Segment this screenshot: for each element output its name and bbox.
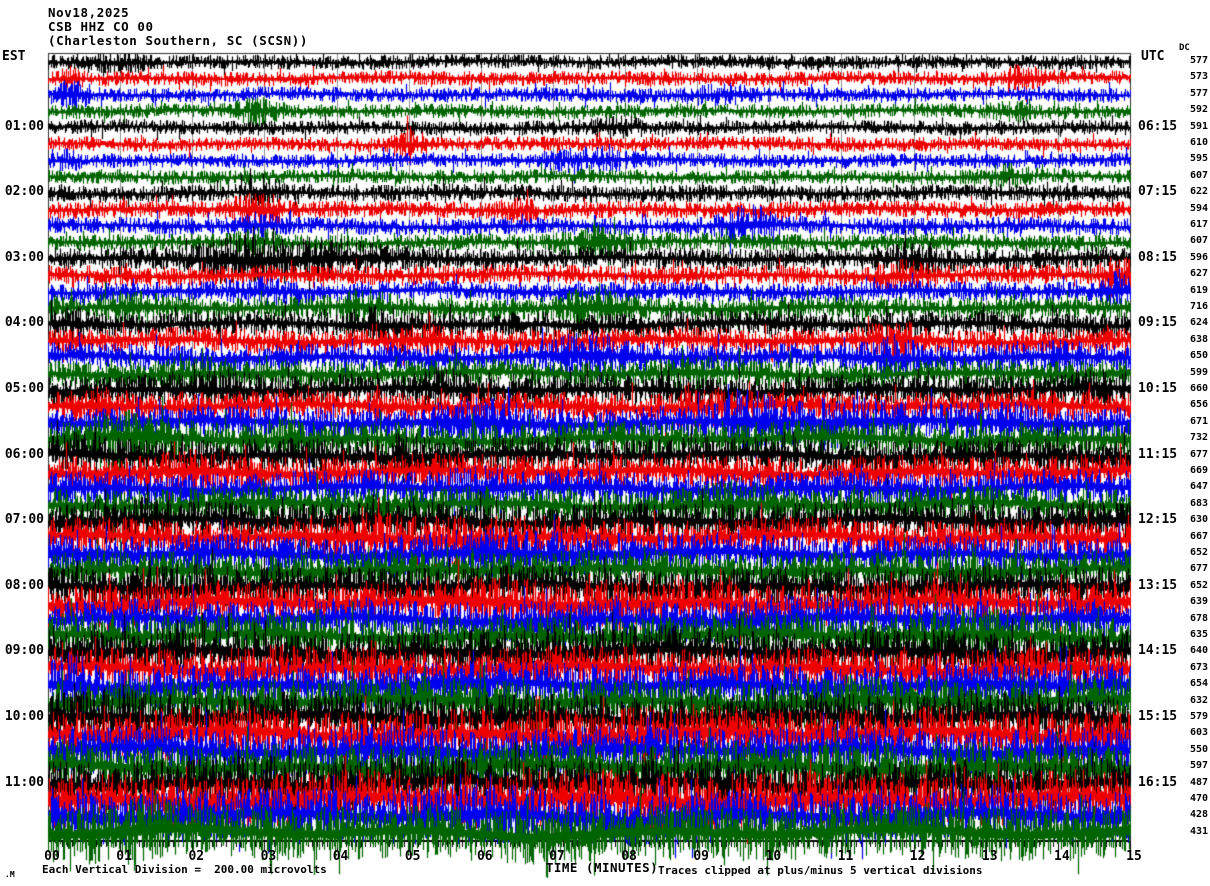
dc-value: 669 [1189, 465, 1208, 476]
dc-value: 603 [1189, 727, 1208, 739]
utc-header: UTC [1141, 49, 1165, 64]
dc-value: 607 [1189, 235, 1208, 247]
minute-tick-label: 10 [765, 849, 782, 864]
utc-hour-label: 13:15 [1138, 577, 1178, 593]
utc-hour-label: 12:15 [1138, 512, 1178, 528]
dc-value: 591 [1189, 120, 1208, 132]
dc-value: 617 [1189, 219, 1208, 230]
clip-note: Traces clipped at plus/minus 5 vertical … [658, 864, 983, 877]
dc-value: 592 [1189, 104, 1208, 116]
dc-value: 428 [1189, 809, 1208, 821]
minute-tick-label: 14 [1054, 849, 1070, 864]
dc-value: 431 [1189, 825, 1208, 837]
minute-tick-label: 12 [909, 849, 926, 864]
est-hour-label: 07:00 [4, 512, 44, 528]
dc-value: 487 [1189, 776, 1208, 788]
est-hour-label: 09:00 [4, 643, 44, 659]
minute-tick-label: 08 [621, 849, 637, 864]
minute-tick-label: 11 [837, 849, 854, 864]
dc-value: 677 [1189, 448, 1208, 460]
utc-hour-label: 08:15 [1138, 249, 1178, 265]
minute-tick-label: 02 [188, 849, 205, 864]
dc-value: 654 [1189, 678, 1208, 690]
station-label: CSB HHZ CO 00 [48, 19, 154, 34]
utc-hour-label: 11:15 [1138, 446, 1178, 462]
dc-value: 650 [1189, 350, 1208, 362]
dc-value: 599 [1189, 366, 1208, 378]
location-label: (Charleston Southern, SC (SCSN)) [48, 33, 309, 48]
utc-hour-label: 14:15 [1138, 643, 1178, 659]
dc-value: 652 [1189, 547, 1208, 558]
dc-value: 624 [1189, 317, 1208, 329]
dc-value: 577 [1189, 55, 1208, 66]
minute-tick-label: 04 [332, 849, 349, 864]
dc-value: 596 [1189, 251, 1208, 263]
dc-header: DC [1179, 43, 1190, 53]
dc-value: 683 [1189, 497, 1208, 509]
dc-value: 652 [1189, 579, 1208, 591]
dc-value: 594 [1189, 202, 1208, 214]
dc-value: 597 [1189, 760, 1208, 772]
dc-value: 673 [1189, 661, 1208, 673]
dc-value: 667 [1189, 530, 1208, 542]
utc-hour-label: 16:15 [1138, 774, 1178, 790]
dc-value: 610 [1189, 137, 1208, 148]
dc-value: 678 [1189, 612, 1208, 624]
minute-tick-label: 09 [693, 849, 710, 864]
dc-value: 577 [1189, 87, 1208, 99]
utc-hour-label: 07:15 [1138, 184, 1178, 200]
dc-value: 635 [1189, 629, 1208, 640]
utc-hour-label: 06:15 [1138, 118, 1178, 134]
est-hour-label: 02:00 [4, 184, 44, 200]
dc-value: 607 [1189, 169, 1208, 181]
dc-value: 579 [1189, 711, 1208, 722]
dc-value: 630 [1189, 514, 1208, 526]
dc-value: 677 [1189, 563, 1208, 575]
dc-value: 639 [1189, 596, 1208, 608]
est-header: EST [2, 49, 26, 64]
est-hour-label: 06:00 [4, 446, 44, 462]
x-axis-title: TIME (MINUTES) [545, 860, 659, 875]
dc-value: 595 [1189, 153, 1208, 165]
dc-value: 660 [1189, 383, 1208, 394]
dc-value: 638 [1189, 333, 1208, 345]
dc-value: 716 [1189, 301, 1208, 312]
minute-tick-label: 07 [549, 849, 565, 864]
dc-value: 550 [1189, 743, 1208, 755]
est-hour-label: 10:00 [4, 709, 44, 724]
dc-value: 640 [1189, 645, 1208, 657]
est-hour-label: 08:00 [4, 577, 44, 593]
dc-value: 622 [1189, 186, 1208, 198]
scale-note: Each Vertical Division = 200.00 microvol… [42, 863, 327, 876]
dc-value: 647 [1189, 481, 1208, 493]
minute-tick-label: 06 [476, 849, 493, 864]
dc-value: 656 [1189, 399, 1208, 411]
dc-value: 732 [1189, 432, 1208, 444]
minute-tick-label: 03 [260, 849, 277, 864]
dc-value: 619 [1189, 284, 1208, 296]
utc-hour-label: 10:15 [1138, 381, 1178, 396]
dc-value: 671 [1189, 415, 1208, 427]
minute-tick-label: 05 [404, 849, 421, 864]
date-label: Nov18,2025 [48, 5, 130, 20]
minute-tick-label: 00 [44, 849, 60, 864]
minute-tick-label: 01 [116, 849, 132, 864]
est-hour-label: 04:00 [4, 315, 44, 331]
dc-value: 632 [1189, 694, 1208, 706]
est-hour-label: 03:00 [4, 249, 44, 265]
minute-tick-label: 13 [981, 849, 998, 864]
dc-value: 470 [1189, 793, 1208, 804]
dc-value: 627 [1189, 268, 1208, 280]
minute-tick-label: 15 [1126, 849, 1142, 864]
watermark: .M [5, 870, 15, 879]
utc-hour-label: 09:15 [1138, 315, 1178, 331]
est-hour-label: 11:00 [4, 774, 44, 790]
utc-hour-label: 15:15 [1138, 709, 1178, 724]
est-hour-label: 01:00 [4, 118, 44, 134]
dc-value: 573 [1189, 71, 1208, 83]
est-hour-label: 05:00 [4, 381, 44, 396]
